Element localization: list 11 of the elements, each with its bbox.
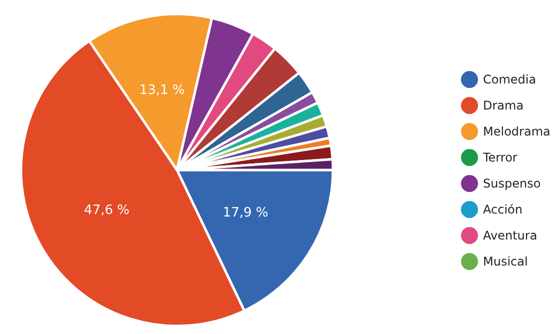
data-label: 13,1 % (139, 82, 185, 98)
legend-label: Melodrama (483, 124, 550, 138)
legend-label: Comedia (483, 72, 536, 86)
legend-label: Musical (483, 254, 528, 268)
legend-label: Drama (483, 98, 524, 112)
legend-label: Acción (483, 202, 522, 216)
legend-label: Aventura (483, 228, 538, 242)
legend-label: Terror (482, 150, 518, 164)
data-label: 47,6 % (84, 202, 130, 218)
legend-label: Suspenso (483, 176, 541, 190)
data-label: 17,9 % (222, 206, 268, 221)
